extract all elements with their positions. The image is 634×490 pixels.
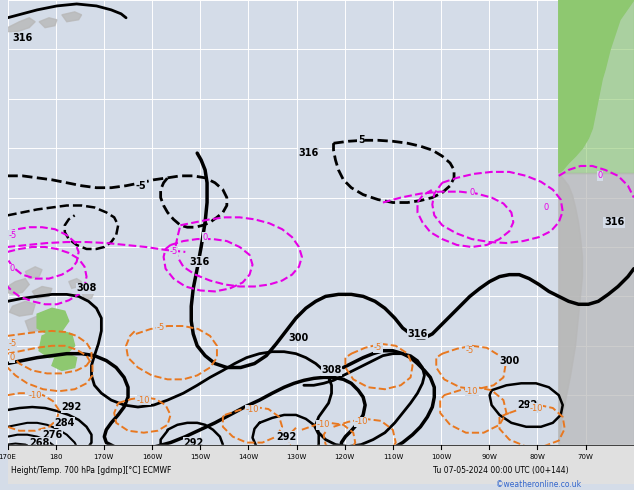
Text: Height/Temp. 700 hPa [gdmp][°C] ECMWF: Height/Temp. 700 hPa [gdmp][°C] ECMWF	[11, 466, 172, 475]
Text: 0: 0	[10, 264, 15, 273]
Text: 276: 276	[42, 430, 62, 440]
Polygon shape	[68, 279, 82, 289]
Text: 5: 5	[358, 135, 365, 145]
Text: 100W: 100W	[431, 454, 451, 461]
Polygon shape	[82, 289, 94, 300]
Text: -10: -10	[354, 417, 368, 426]
Text: 150W: 150W	[190, 454, 210, 461]
Text: -10: -10	[137, 395, 151, 405]
Polygon shape	[10, 301, 35, 316]
Text: 70W: 70W	[578, 454, 593, 461]
Text: 308: 308	[76, 284, 97, 294]
Text: 300: 300	[289, 333, 309, 343]
Polygon shape	[39, 18, 57, 27]
Text: 80W: 80W	[529, 454, 545, 461]
Text: 180: 180	[49, 454, 62, 461]
Text: -10: -10	[29, 391, 42, 400]
Polygon shape	[8, 18, 35, 32]
Text: -5: -5	[169, 247, 178, 256]
Text: 0: 0	[543, 203, 548, 212]
Polygon shape	[25, 267, 42, 279]
Text: 120W: 120W	[335, 454, 355, 461]
Polygon shape	[8, 279, 29, 294]
Text: 292: 292	[276, 432, 296, 441]
Text: ©weatheronline.co.uk: ©weatheronline.co.uk	[496, 480, 581, 489]
Text: 130W: 130W	[287, 454, 307, 461]
Polygon shape	[559, 173, 583, 444]
Polygon shape	[32, 287, 52, 298]
Text: 292: 292	[183, 438, 204, 447]
Text: 140W: 140W	[238, 454, 259, 461]
Text: 316: 316	[189, 257, 209, 267]
Polygon shape	[37, 308, 68, 334]
Polygon shape	[52, 354, 77, 370]
Text: 292: 292	[61, 402, 82, 412]
Text: Tu 07-05-2024 00:00 UTC (00+144): Tu 07-05-2024 00:00 UTC (00+144)	[434, 466, 569, 475]
Text: 268: 268	[29, 438, 49, 447]
Text: 308: 308	[321, 366, 342, 375]
Text: -5: -5	[8, 339, 16, 348]
Text: 170W: 170W	[94, 454, 114, 461]
Text: 316: 316	[408, 329, 427, 339]
Text: -10: -10	[529, 403, 543, 413]
Text: 316: 316	[299, 148, 319, 158]
Text: -5: -5	[136, 181, 146, 191]
Text: 284: 284	[55, 418, 75, 428]
Polygon shape	[559, 0, 634, 173]
Text: 110W: 110W	[383, 454, 403, 461]
Text: -20: -20	[18, 448, 32, 457]
Polygon shape	[25, 316, 47, 332]
Text: 300: 300	[499, 356, 519, 366]
Text: -10: -10	[465, 387, 479, 396]
Text: -5: -5	[157, 323, 165, 333]
Text: 0: 0	[598, 172, 603, 180]
Polygon shape	[559, 0, 634, 173]
Text: 170E: 170E	[0, 454, 16, 461]
Text: 160W: 160W	[142, 454, 162, 461]
Polygon shape	[559, 173, 634, 444]
Text: 292: 292	[517, 400, 537, 410]
Text: 90W: 90W	[481, 454, 497, 461]
Text: 316: 316	[12, 32, 32, 43]
Text: 0: 0	[202, 233, 208, 242]
Text: -5: -5	[374, 343, 382, 352]
Text: 316: 316	[604, 217, 624, 227]
Text: -25: -25	[20, 458, 34, 467]
Polygon shape	[8, 444, 634, 484]
Text: 244: 244	[15, 461, 36, 471]
Text: 260: 260	[19, 446, 39, 457]
Text: -5: -5	[8, 231, 16, 240]
Text: -10: -10	[246, 406, 259, 415]
Text: 0: 0	[10, 353, 15, 362]
Polygon shape	[62, 12, 82, 22]
Text: 0: 0	[469, 188, 474, 197]
Text: -5: -5	[466, 346, 474, 355]
Text: -10: -10	[317, 420, 330, 429]
Polygon shape	[39, 330, 75, 358]
